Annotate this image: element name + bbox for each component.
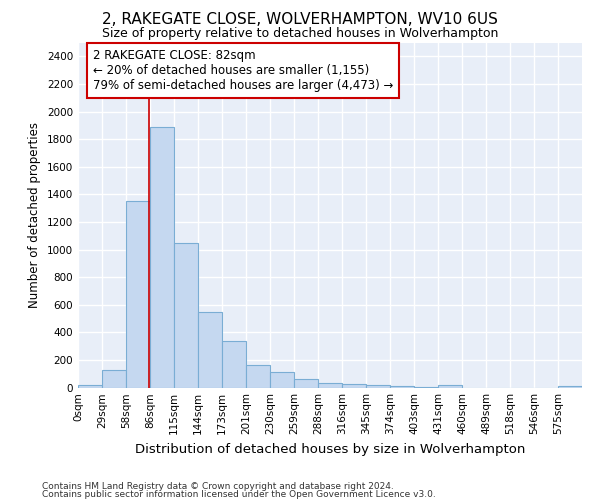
Bar bbox=[270, 372, 294, 388]
Bar bbox=[318, 382, 342, 388]
Bar bbox=[102, 370, 126, 388]
Bar bbox=[198, 312, 222, 388]
Text: Contains HM Land Registry data © Crown copyright and database right 2024.: Contains HM Land Registry data © Crown c… bbox=[42, 482, 394, 491]
Bar bbox=[390, 386, 414, 388]
Bar bbox=[150, 126, 174, 388]
Bar bbox=[438, 384, 462, 388]
Text: Size of property relative to detached houses in Wolverhampton: Size of property relative to detached ho… bbox=[102, 28, 498, 40]
Text: Contains public sector information licensed under the Open Government Licence v3: Contains public sector information licen… bbox=[42, 490, 436, 499]
Bar bbox=[342, 384, 366, 388]
Y-axis label: Number of detached properties: Number of detached properties bbox=[28, 122, 41, 308]
Bar bbox=[294, 379, 318, 388]
Text: 2, RAKEGATE CLOSE, WOLVERHAMPTON, WV10 6US: 2, RAKEGATE CLOSE, WOLVERHAMPTON, WV10 6… bbox=[102, 12, 498, 28]
Bar bbox=[414, 387, 438, 388]
X-axis label: Distribution of detached houses by size in Wolverhampton: Distribution of detached houses by size … bbox=[135, 443, 525, 456]
Bar bbox=[246, 366, 270, 388]
Bar bbox=[222, 342, 246, 388]
Bar bbox=[78, 386, 102, 388]
Text: 2 RAKEGATE CLOSE: 82sqm
← 20% of detached houses are smaller (1,155)
79% of semi: 2 RAKEGATE CLOSE: 82sqm ← 20% of detache… bbox=[93, 50, 394, 92]
Bar bbox=[366, 386, 390, 388]
Bar bbox=[126, 201, 150, 388]
Bar bbox=[558, 386, 582, 388]
Bar bbox=[174, 244, 198, 388]
